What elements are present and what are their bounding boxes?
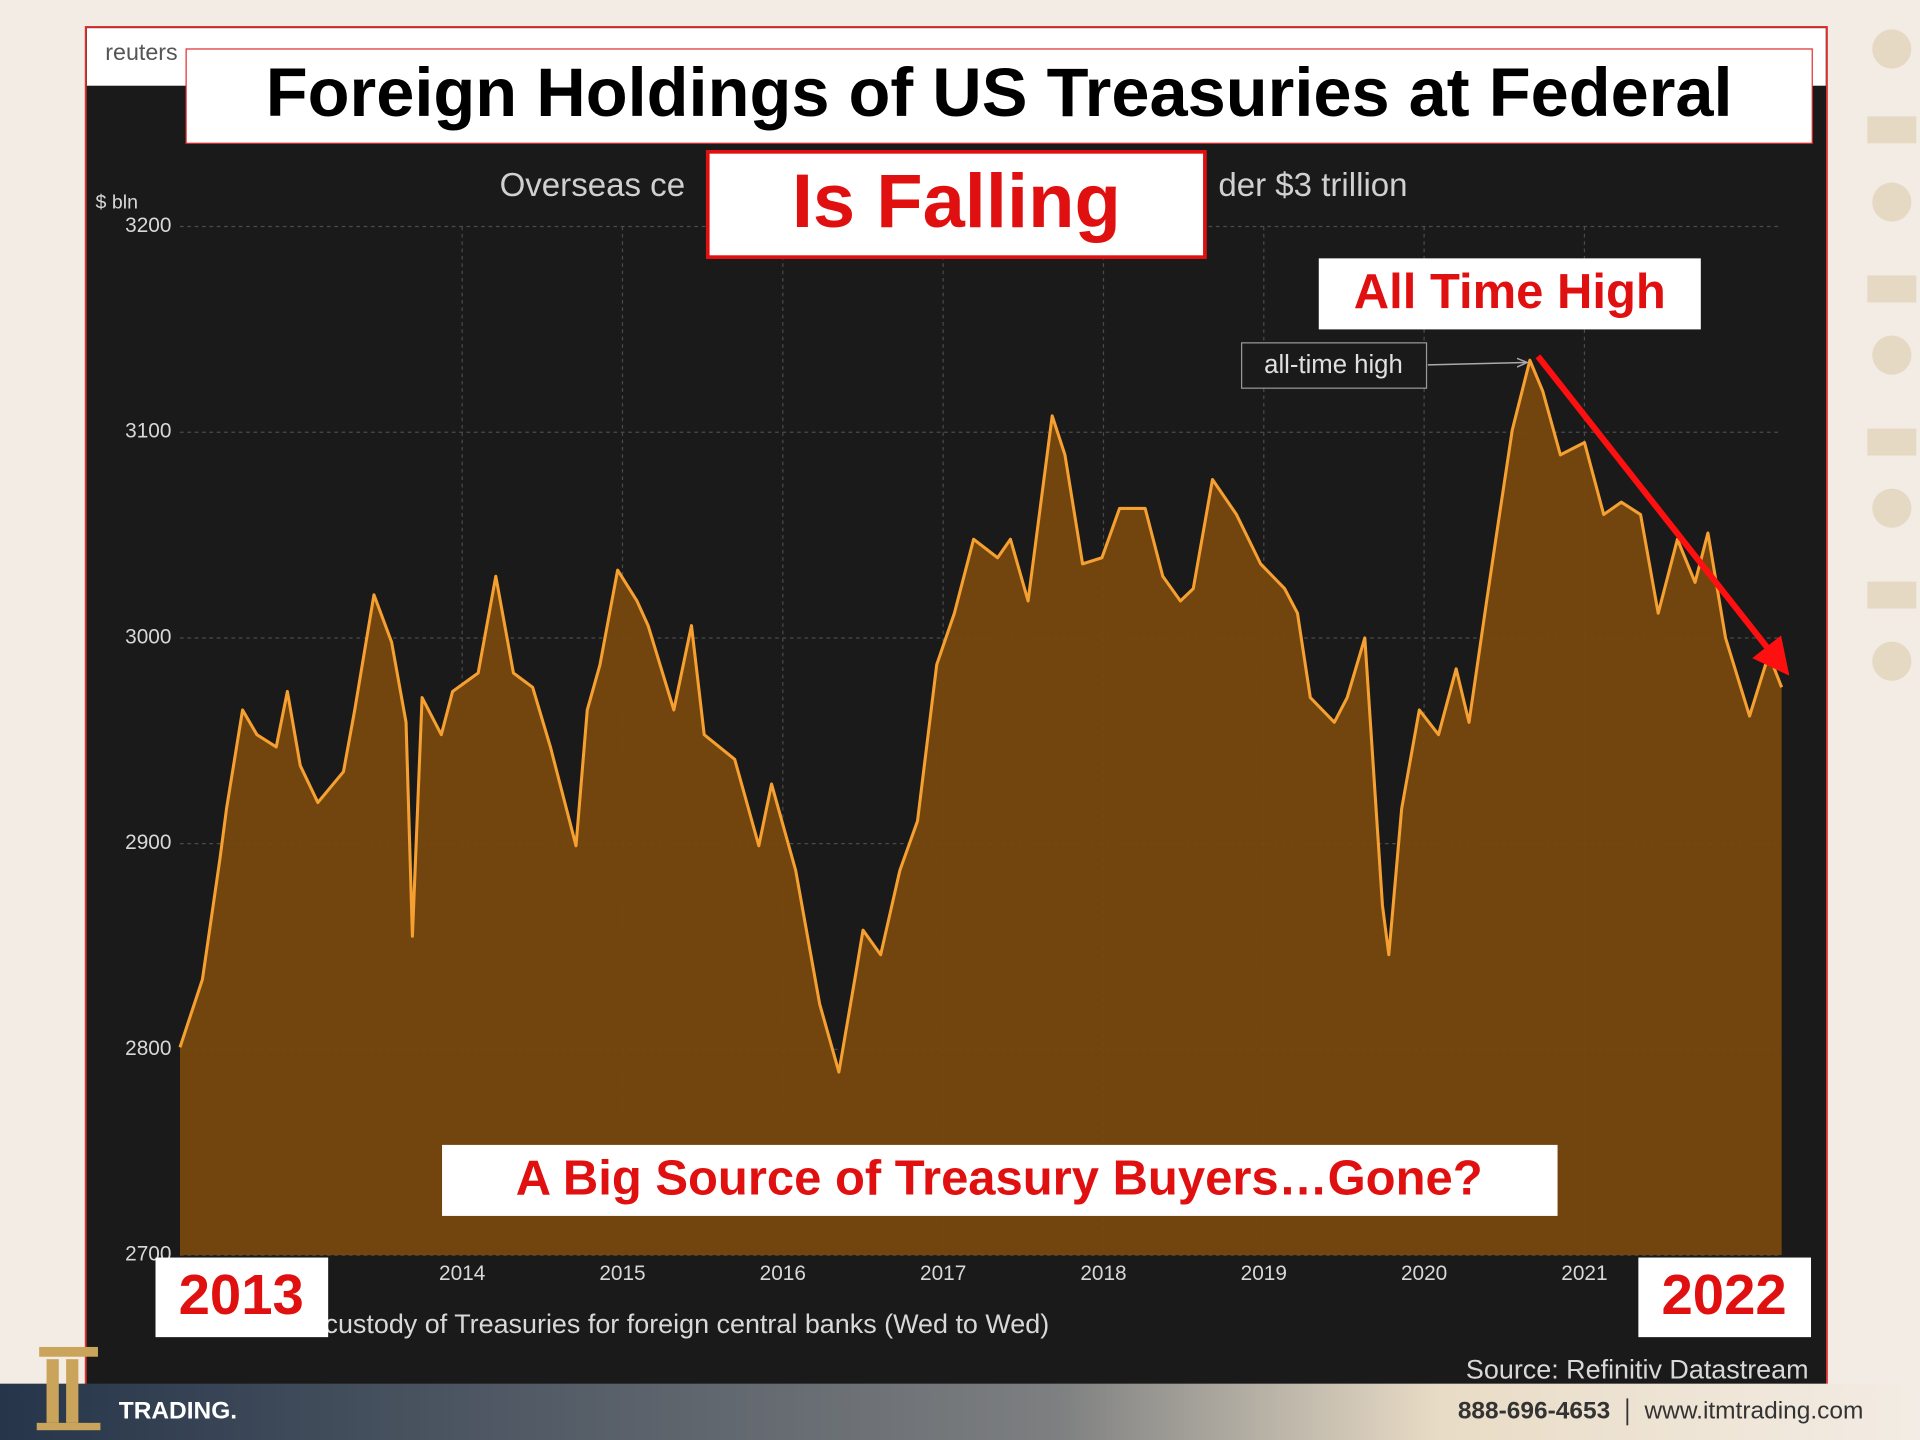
subtitle-box xyxy=(705,150,1207,259)
x-tick-label: 2018 xyxy=(1080,1262,1126,1285)
x-tick-label: 2014 xyxy=(439,1262,485,1285)
chart-note: custody of Treasuries for foreign centra… xyxy=(324,1309,1049,1339)
y-tick-label: 2800 xyxy=(125,1037,171,1060)
callout: All Time High xyxy=(1354,265,1666,319)
start-label: 2013 xyxy=(179,1263,304,1326)
annotation-box xyxy=(1241,342,1428,389)
annotation-arrow xyxy=(1427,362,1526,364)
y-tick-label: 3000 xyxy=(125,625,171,648)
x-tick-label: 2021 xyxy=(1561,1262,1607,1285)
x-tick-label: 2015 xyxy=(599,1262,645,1285)
trend-arrow xyxy=(1535,354,1790,676)
chart-source: Source: Refinitiv Datastream xyxy=(1466,1355,1809,1385)
logo xyxy=(36,1346,101,1431)
callout-box xyxy=(1318,258,1701,330)
website: www.itmtrading.com xyxy=(1643,1397,1863,1424)
footer-bar xyxy=(0,1383,1920,1440)
end-box xyxy=(1638,1257,1812,1338)
decor xyxy=(1867,29,1917,681)
url: reuters xyxy=(105,39,177,65)
y-tick-label: 3100 xyxy=(125,420,171,443)
x-tick-label: 2017 xyxy=(920,1262,966,1285)
phone: 888-696-4653 xyxy=(1458,1397,1610,1424)
subtitle: Is Falling xyxy=(792,159,1121,244)
y-tick-label: 3200 xyxy=(125,214,171,237)
question: A Big Source of Treasury Buyers…Gone? xyxy=(516,1152,1483,1206)
x-tick-label: 2019 xyxy=(1241,1262,1287,1285)
brand: TRADING. xyxy=(119,1397,237,1424)
chart-subtitle: der $3 trillion xyxy=(1218,167,1407,204)
series-line xyxy=(178,358,1784,1074)
chart-subtitle: Overseas ce xyxy=(500,167,686,204)
title-box xyxy=(185,48,1813,144)
end-label: 2022 xyxy=(1661,1263,1786,1326)
x-tick-label: 2016 xyxy=(760,1262,806,1285)
annotation: all-time high xyxy=(1264,351,1403,379)
start-box xyxy=(155,1257,329,1338)
title: Foreign Holdings of US Treasuries at Fed… xyxy=(266,54,1733,131)
y-tick-label: 2900 xyxy=(125,831,171,854)
y-axis-label: $ bln xyxy=(96,191,138,213)
question-box xyxy=(442,1144,1558,1216)
x-tick-label: 2020 xyxy=(1401,1262,1447,1285)
area-fill xyxy=(180,360,1782,1256)
